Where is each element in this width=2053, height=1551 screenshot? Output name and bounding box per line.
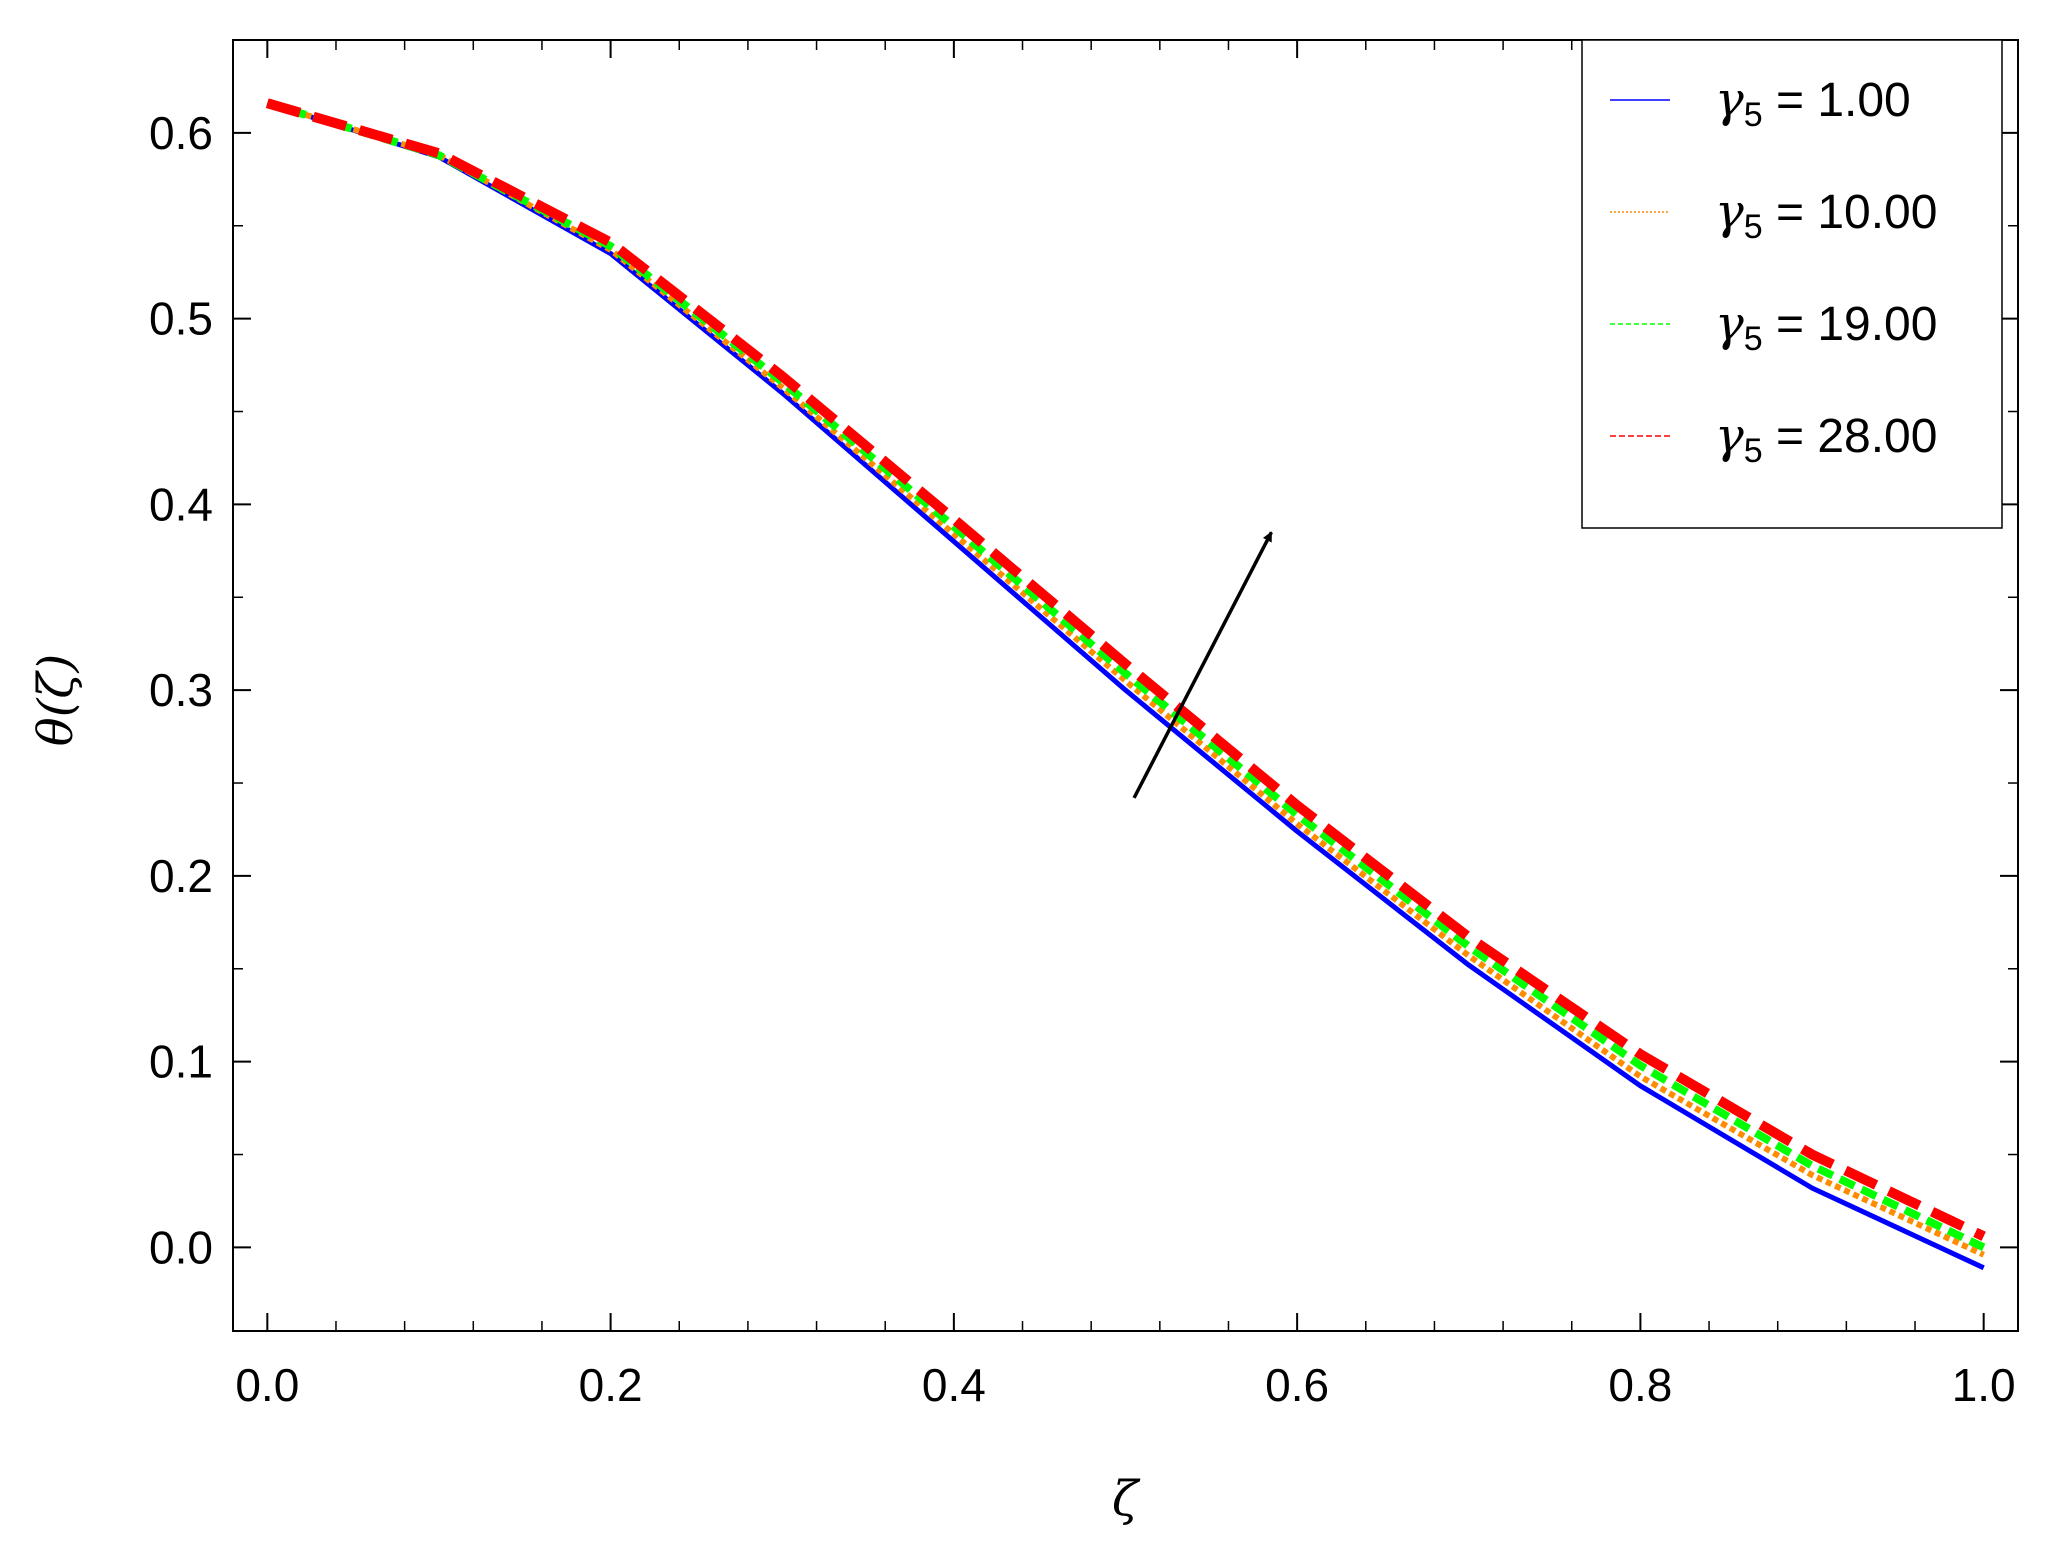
x-tick-label: 0.0 <box>235 1359 299 1411</box>
x-tick-label: 0.6 <box>1265 1359 1329 1411</box>
legend-label-1: γ5 = 1.00 <box>1715 72 1911 134</box>
y-tick-label: 0.6 <box>149 107 213 159</box>
legend: γ5 = 1.00 γ5 = 10.00 γ5 = 19.00 γ5 = 28.00 <box>1581 39 2003 529</box>
legend-label-2: γ5 = 10.00 <box>1715 184 1937 246</box>
series-line-4 <box>265 98 1986 1241</box>
series-layer <box>265 98 1986 1271</box>
x-tick-label: 0.2 <box>579 1359 643 1411</box>
plot-frame <box>232 39 2019 1332</box>
x-tick-label: 0.8 <box>1608 1359 1672 1411</box>
x-tick-label: 0.4 <box>922 1359 986 1411</box>
y-tick-label: 0.4 <box>149 478 213 530</box>
series-line-3 <box>266 99 1986 1252</box>
y-tick-label: 0.5 <box>149 293 213 345</box>
y-tick-label: 0.2 <box>149 850 213 902</box>
y-axis-label: θ(ζ) <box>28 654 84 746</box>
ticks-layer: 0.0 0.2 0.4 0.6 0.8 1.0 0.0 0.1 0.2 0.3 0.4 0.5 0.6 <box>149 40 2018 1411</box>
y-tick-label: 0.0 <box>149 1221 213 1273</box>
legend-frame <box>1581 39 2003 529</box>
legend-label-3: γ5 = 19.00 <box>1715 296 1937 358</box>
y-tick-label: 0.3 <box>149 664 213 716</box>
trend-arrow <box>1132 531 1273 799</box>
x-tick-label: 1.0 <box>1952 1359 2016 1411</box>
annotation-layer <box>1132 531 1273 799</box>
y-tick-label: 0.1 <box>149 1036 213 1088</box>
x-axis-label: ζ <box>1112 1471 1141 1527</box>
legend-label-4: γ5 = 28.00 <box>1715 408 1937 470</box>
